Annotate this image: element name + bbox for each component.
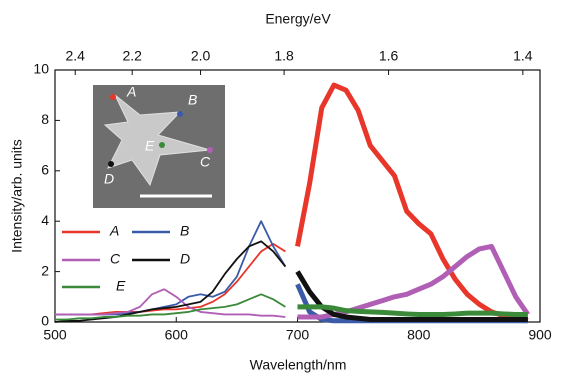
spot — [108, 161, 114, 167]
x2-tick-label: 2.4 — [65, 48, 85, 64]
inset: A B C D E — [93, 84, 225, 208]
spot — [159, 142, 165, 148]
series-line — [55, 289, 285, 317]
legend-label: B — [180, 223, 189, 239]
y-tick-label: 10 — [33, 61, 49, 77]
x2-axis-label: Energy/eV — [265, 11, 331, 27]
inset-label: D — [104, 171, 114, 187]
x-axis-label: Wavelength/nm — [250, 357, 347, 373]
spot — [177, 111, 183, 117]
legend-label: A — [109, 223, 119, 239]
x-tick-label: 700 — [286, 327, 310, 343]
y-tick-label: 4 — [41, 212, 49, 228]
inset-label: B — [188, 92, 197, 108]
x2-tick-label: 1.8 — [274, 48, 294, 64]
legend-label: C — [110, 251, 121, 267]
inset-label: C — [200, 154, 211, 170]
y-tick-label: 6 — [41, 162, 49, 178]
y-tick-label: 8 — [41, 111, 49, 127]
spot — [110, 94, 116, 100]
inset-label: E — [145, 138, 155, 154]
x-tick-label: 600 — [165, 327, 189, 343]
chart: Energy/eV Wavelength/nm Intensity/arb. u… — [0, 0, 563, 376]
series-line — [298, 85, 528, 321]
x2-tick-label: 1.6 — [379, 48, 399, 64]
y-axis-label: Intensity/arb. units — [9, 139, 25, 253]
series-line — [55, 244, 285, 315]
legend-label: D — [180, 251, 190, 267]
x2-tick-label: 2.0 — [191, 48, 211, 64]
series-line — [55, 221, 285, 314]
x-tick-label: 900 — [528, 327, 552, 343]
x2-tick-label: 2.2 — [122, 48, 142, 64]
legend-label: E — [116, 278, 126, 294]
x-tick-label: 500 — [43, 327, 67, 343]
x-tick-label: 800 — [407, 327, 431, 343]
inset-label: A — [126, 84, 136, 100]
spot — [207, 147, 213, 153]
x2-tick-label: 1.4 — [513, 48, 533, 64]
y-tick-label: 2 — [41, 262, 49, 278]
